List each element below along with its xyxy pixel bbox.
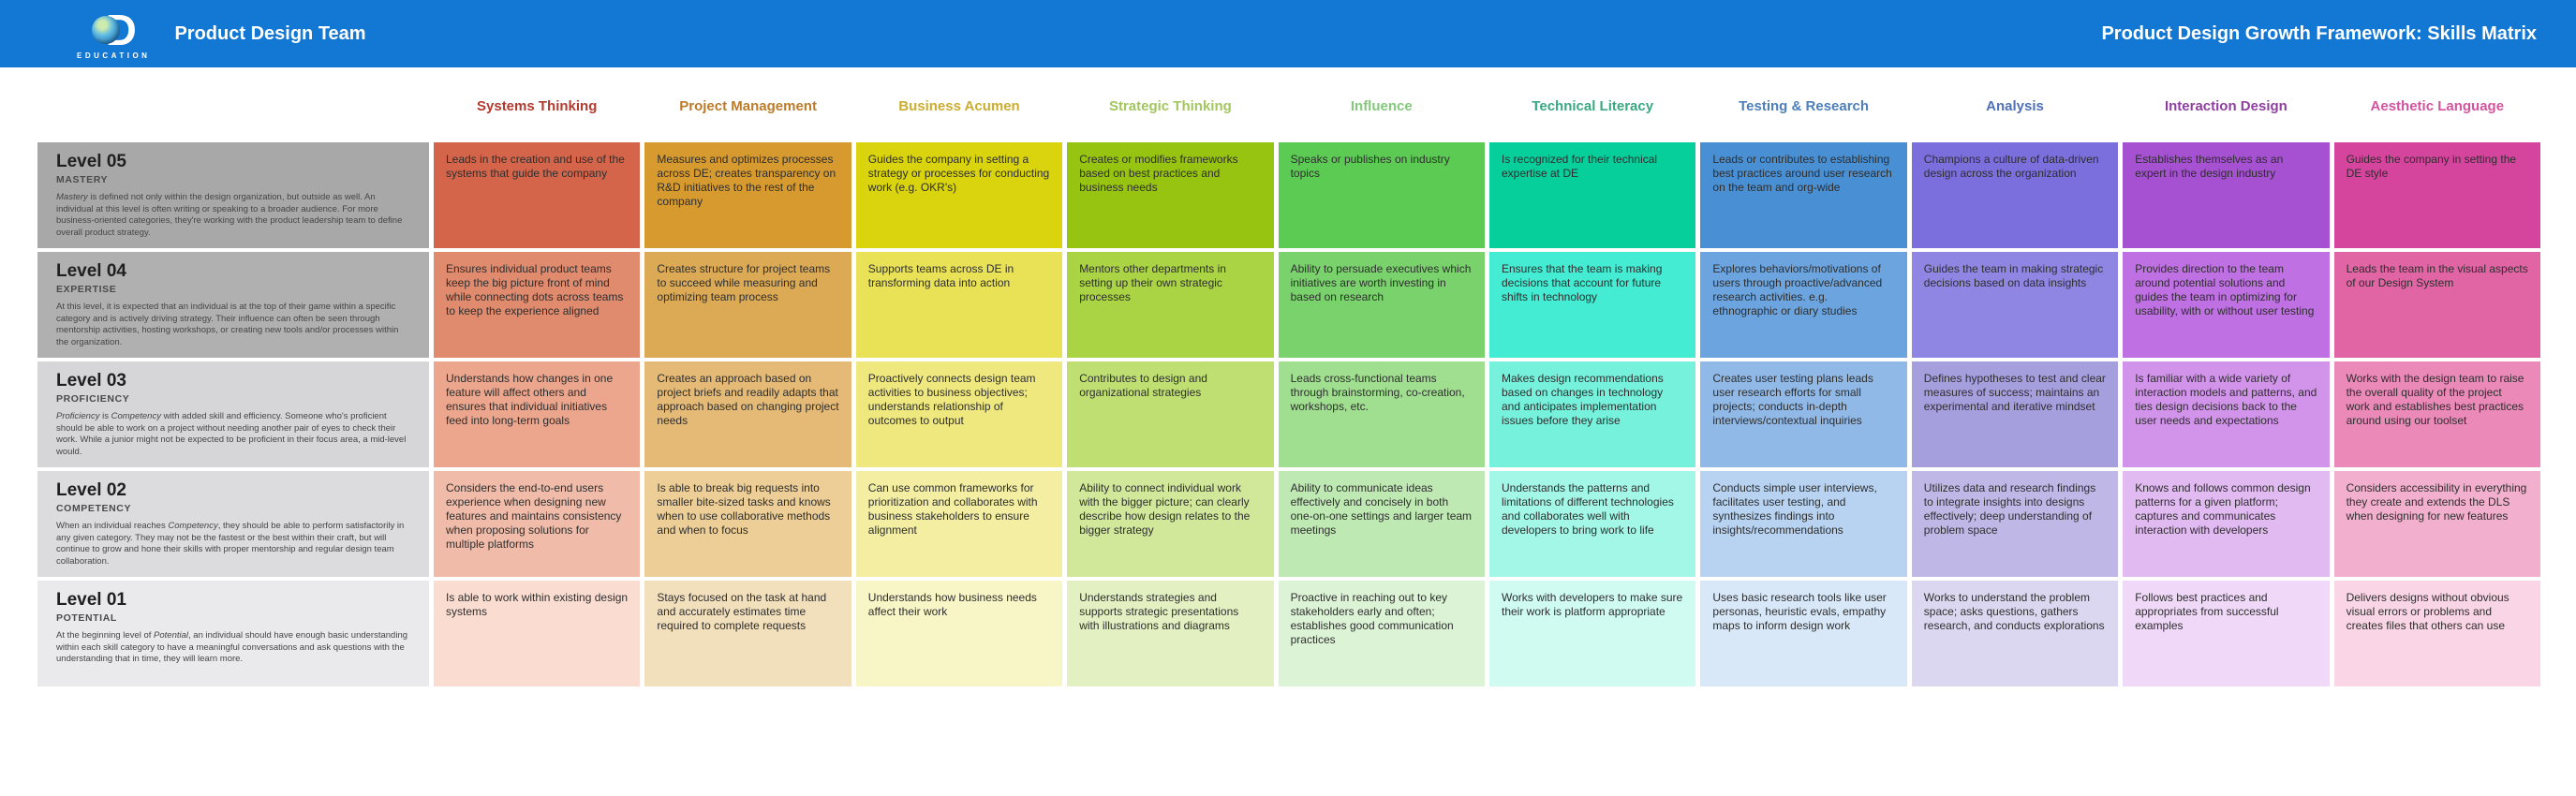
- level-name: MASTERY: [56, 174, 109, 185]
- skill-cell: Works with developers to make sure their…: [1488, 581, 1696, 686]
- matrix-corner-spacer: [37, 73, 429, 139]
- column-header: Technical Literacy: [1532, 97, 1654, 114]
- level-number: Level 05: [56, 152, 126, 171]
- skill-cell: Creates structure for project teams to s…: [644, 252, 851, 358]
- skill-cell: Creates user testing plans leads user re…: [1700, 361, 1907, 467]
- skill-cell: Creates or modifies frameworks based on …: [1067, 142, 1274, 248]
- level-description: Proficiency is Competency with added ski…: [56, 411, 407, 457]
- level-number: Level 01: [56, 590, 126, 610]
- skill-cell: Proactively connects design team activit…: [855, 361, 1063, 467]
- skill-cell: Conducts simple user interviews, facilit…: [1700, 471, 1907, 577]
- skill-cell: Explores behaviors/motivations of users …: [1700, 252, 1907, 358]
- column-header: Aesthetic Language: [2370, 97, 2505, 114]
- skill-cell: Is able to work within existing design s…: [434, 581, 641, 686]
- column-header: Influence: [1350, 97, 1413, 114]
- discovery-education-logo: D EDUCATION: [77, 8, 150, 60]
- column-header: Analysis: [1986, 97, 2044, 114]
- logo-wordmark: EDUCATION: [77, 51, 151, 60]
- level-number: Level 04: [56, 261, 126, 281]
- page-title: Product Design Growth Framework: Skills …: [2101, 22, 2537, 44]
- skill-cell: Can use common frameworks for prioritiza…: [855, 471, 1063, 577]
- level-card: Level 05 MASTERY Mastery is defined not on…: [37, 142, 429, 248]
- level-name: COMPETENCY: [56, 503, 132, 514]
- column-header: Systems Thinking: [477, 97, 598, 114]
- skill-cell: Considers accessibility in everything th…: [2333, 471, 2540, 577]
- skill-cell: Champions a culture of data-driven desig…: [1911, 142, 2119, 248]
- level-number: Level 02: [56, 480, 126, 500]
- level-description: At this level, it is expected that an in…: [56, 302, 399, 347]
- level-name: POTENTIAL: [56, 612, 117, 624]
- skill-cell: Understands how business needs affect th…: [855, 581, 1063, 686]
- brand-area: D EDUCATION Product Design Team: [37, 8, 366, 60]
- level-name: EXPERTISE: [56, 284, 117, 295]
- skill-cell: Follows best practices and appropriates …: [2123, 581, 2330, 686]
- skill-cell: Makes design recommendations based on ch…: [1488, 361, 1696, 467]
- skill-cell: Creates an approach based on project bri…: [644, 361, 851, 467]
- skill-cell: Utilizes data and research findings to i…: [1911, 471, 2119, 577]
- skill-cell: Leads the team in the visual aspects of …: [2333, 252, 2540, 358]
- column-header: Strategic Thinking: [1108, 97, 1232, 114]
- skill-cell: Ability to connect individual work with …: [1067, 471, 1274, 577]
- skill-cell: Guides the team in making strategic deci…: [1911, 252, 2119, 358]
- skill-cell: Is recognized for their technical expert…: [1488, 142, 1696, 248]
- skill-cell: Stays focused on the task at hand and ac…: [644, 581, 851, 686]
- level-description: When an individual reaches Competency, t…: [56, 521, 405, 567]
- level-card: Level 01 POTENTIAL At the beginning level …: [37, 581, 429, 686]
- skill-cell: Leads in the creation and use of the sys…: [434, 142, 641, 248]
- level-card: Level 04 EXPERTISE At this level, it is ex…: [37, 252, 429, 358]
- skill-cell: Provides direction to the team around po…: [2123, 252, 2330, 358]
- level-card: Level 02 COMPETENCY When an individual rea…: [37, 471, 429, 577]
- skill-cell: Knows and follows common design patterns…: [2123, 471, 2330, 577]
- level-number: Level 03: [56, 371, 126, 391]
- level-description: Mastery is defined not only within the d…: [56, 192, 403, 238]
- column-header: Interaction Design: [2164, 97, 2287, 114]
- globe-icon: [91, 15, 120, 44]
- skill-cell: Defines hypotheses to test and clear mea…: [1911, 361, 2119, 467]
- column-header: Project Management: [679, 97, 817, 114]
- skill-cell: Understands the patterns and limitations…: [1488, 471, 1696, 577]
- skill-cell: Considers the end-to-end users experienc…: [434, 471, 641, 577]
- skill-cell: Mentors other departments in setting up …: [1067, 252, 1274, 358]
- skill-cell: Is able to break big requests into small…: [644, 471, 851, 577]
- skill-cell: Understands how changes in one feature w…: [434, 361, 641, 467]
- team-name: Product Design Team: [174, 22, 366, 44]
- skill-cell: Uses basic research tools like user pers…: [1700, 581, 1907, 686]
- skill-cell: Guides the company in setting a strategy…: [855, 142, 1063, 248]
- skill-cell: Measures and optimizes processes across …: [644, 142, 851, 248]
- level-name: PROFICIENCY: [56, 393, 130, 405]
- skill-cell: Works to understand the problem space; a…: [1911, 581, 2119, 686]
- skill-cell: Ensures that the team is making decision…: [1488, 252, 1696, 358]
- skill-cell: Works with the design team to raise the …: [2333, 361, 2540, 467]
- skill-cell: Leads cross-functional teams through bra…: [1278, 361, 1485, 467]
- skill-cell: Speaks or publishes on industry topics: [1278, 142, 1485, 248]
- skill-cell: Supports teams across DE in transforming…: [855, 252, 1063, 358]
- skill-cell: Delivers designs without obvious visual …: [2333, 581, 2540, 686]
- column-header: Testing & Research: [1739, 97, 1870, 114]
- skill-cell: Establishes themselves as an expert in t…: [2123, 142, 2330, 248]
- skill-cell: Ability to persuade executives which ini…: [1278, 252, 1485, 358]
- skill-cell: Guides the company in setting the DE sty…: [2333, 142, 2540, 248]
- skill-cell: Ability to communicate ideas effectively…: [1278, 471, 1485, 577]
- level-card: Level 03 PROFICIENCY Proficiency is Compet…: [37, 361, 429, 467]
- skill-cell: Ensures individual product teams keep th…: [434, 252, 641, 358]
- skill-cell: Is familiar with a wide variety of inter…: [2123, 361, 2330, 467]
- matrix-grid: Systems Thinking Project Management Busine…: [37, 73, 2540, 686]
- skill-cell: Leads or contributes to establishing bes…: [1700, 142, 1907, 248]
- skill-cell: Contributes to design and organizational…: [1067, 361, 1274, 467]
- skill-cell: Proactive in reaching out to key stakeho…: [1278, 581, 1485, 686]
- level-description: At the beginning level of Potential, an …: [56, 630, 408, 665]
- top-bar: D EDUCATION Product Design Team Product …: [0, 0, 2576, 67]
- skill-cell: Understands strategies and supports stra…: [1067, 581, 1274, 686]
- column-header: Business Acumen: [898, 97, 1020, 114]
- skills-matrix: Systems Thinking Project Management Busine…: [37, 73, 2540, 686]
- logo-mark: D: [91, 8, 137, 52]
